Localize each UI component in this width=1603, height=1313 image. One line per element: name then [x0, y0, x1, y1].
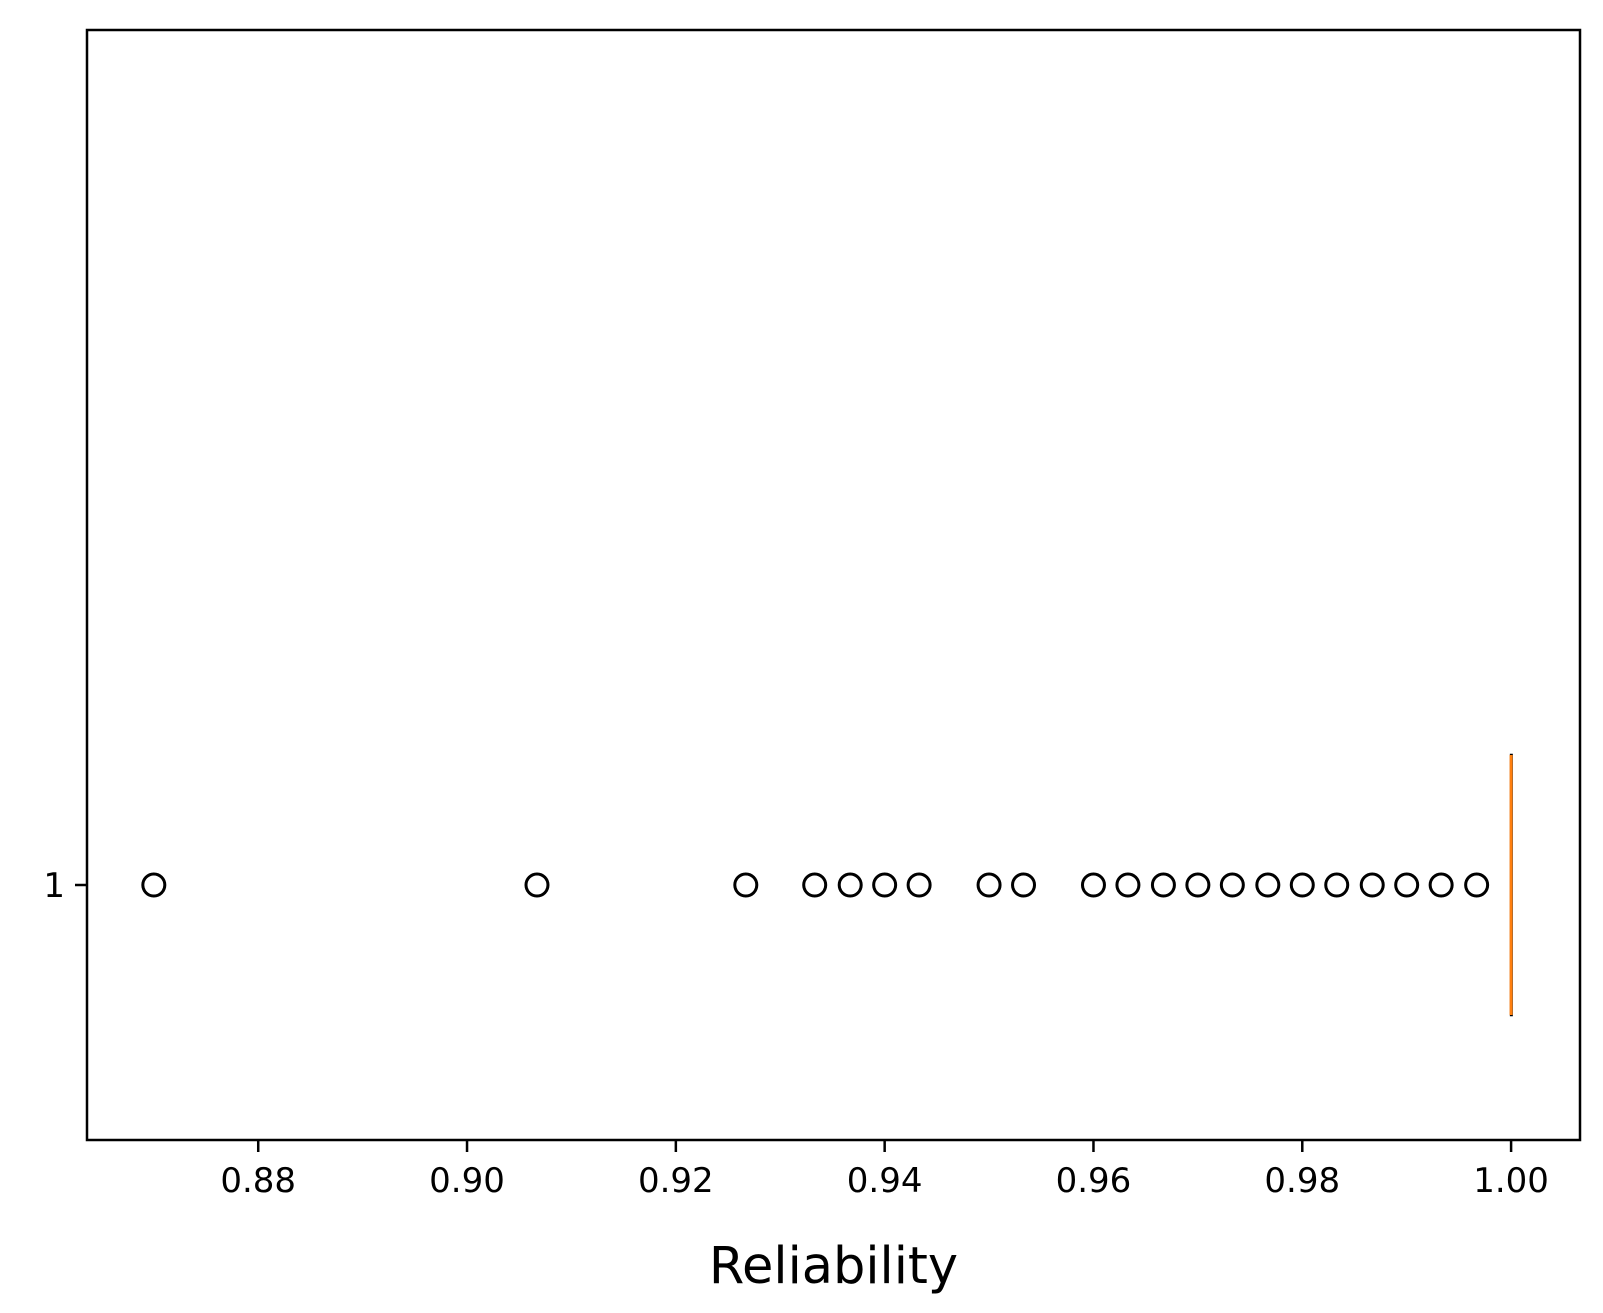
x-axis-title: Reliability	[709, 1237, 958, 1296]
outlier-point	[802, 872, 828, 898]
outlier-point	[976, 872, 1002, 898]
y-tick-label: 1	[43, 866, 65, 906]
outlier-point	[1428, 872, 1454, 898]
y-axis: 1	[43, 866, 87, 906]
x-tick-label: 0.96	[1056, 1161, 1132, 1201]
outlier-point	[1255, 872, 1281, 898]
box-series	[1509, 753, 1513, 1017]
outlier-points	[141, 872, 1490, 898]
outlier-point	[141, 872, 167, 898]
outlier-point	[733, 872, 759, 898]
x-tick-label: 0.94	[847, 1161, 923, 1201]
outlier-point	[1150, 872, 1176, 898]
plot-area	[85, 28, 1582, 1142]
outlier-point	[1219, 872, 1245, 898]
x-tick-label: 1.00	[1473, 1161, 1549, 1201]
x-tick-label: 0.88	[220, 1161, 296, 1201]
outlier-point	[906, 872, 932, 898]
outlier-point	[1080, 872, 1106, 898]
x-tick-label: 0.98	[1264, 1161, 1340, 1201]
outlier-point	[1289, 872, 1315, 898]
outlier-point	[872, 872, 898, 898]
outlier-point	[1394, 872, 1420, 898]
x-tick-label: 0.92	[638, 1161, 714, 1201]
outlier-point	[1011, 872, 1037, 898]
outlier-point	[524, 872, 550, 898]
outlier-point	[837, 872, 863, 898]
outlier-point	[1464, 872, 1490, 898]
outlier-point	[1359, 872, 1385, 898]
x-axis: 0.88 0.90 0.92 0.94 0.96 0.98 1.00	[220, 1140, 1549, 1201]
outlier-point	[1324, 872, 1350, 898]
x-tick-label: 0.90	[429, 1161, 505, 1201]
outlier-point	[1115, 872, 1141, 898]
outlier-point	[1185, 872, 1211, 898]
